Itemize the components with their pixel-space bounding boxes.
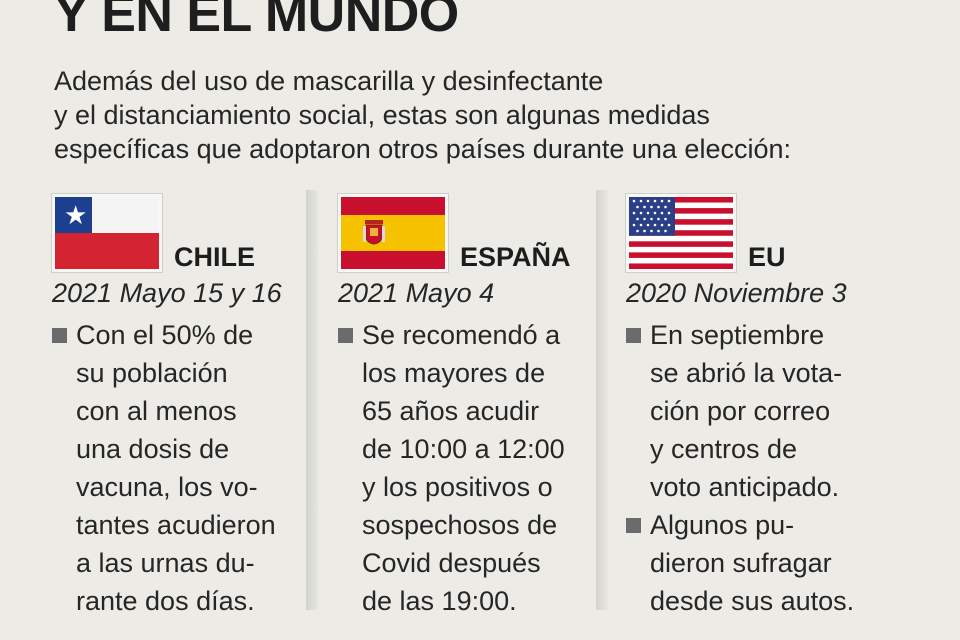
list-item: Algunos pu- dieron sufragar desde sus au… (626, 506, 854, 620)
country-name-spain: ESPAÑA (460, 242, 571, 272)
country-column-usa: EU 2020 Noviembre 3 En septiembre se abr… (588, 190, 960, 640)
country-date-usa: 2020 Noviembre 3 (626, 278, 847, 308)
square-bullet-icon (52, 328, 67, 343)
country-items-chile: Con el 50% de su población con al menos … (52, 316, 276, 620)
square-bullet-icon (626, 518, 641, 533)
list-item: Se recomendó a los mayores de 65 años ac… (338, 316, 565, 620)
country-items-spain: Se recomendó a los mayores de 65 años ac… (338, 316, 565, 620)
country-date-chile: 2021 Mayo 15 y 16 (52, 278, 282, 308)
column-divider (596, 190, 608, 610)
intro-line: específicas que adoptaron otros países d… (54, 134, 791, 164)
country-name-chile: CHILE (174, 242, 255, 272)
intro-line: y el distanciamiento social, estas son a… (54, 100, 710, 130)
intro-paragraph: Además del uso de mascarilla y desinfect… (54, 64, 934, 166)
square-bullet-icon (338, 328, 353, 343)
list-item: Con el 50% de su población con al menos … (52, 316, 276, 620)
country-name-usa: EU (748, 242, 786, 272)
country-date-spain: 2021 Mayo 4 (338, 278, 495, 308)
column-divider (306, 190, 318, 610)
page-title: Y EN EL MUNDO (54, 0, 459, 43)
country-column-chile: ★ CHILE 2021 Mayo 15 y 16 Con el 50% de … (0, 190, 300, 640)
spain-flag-icon (338, 194, 448, 272)
chile-flag-icon: ★ (52, 194, 162, 272)
country-column-spain: ESPAÑA 2021 Mayo 4 Se recomendó a los ma… (300, 190, 588, 640)
usa-flag-icon (626, 194, 736, 272)
country-items-usa: En septiembre se abrió la vota- ción por… (626, 316, 854, 620)
intro-line: Además del uso de mascarilla y desinfect… (54, 66, 604, 96)
list-item: En septiembre se abrió la vota- ción por… (626, 316, 854, 506)
square-bullet-icon (626, 328, 641, 343)
